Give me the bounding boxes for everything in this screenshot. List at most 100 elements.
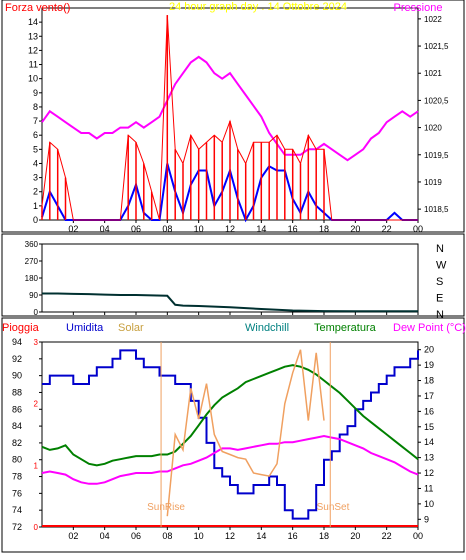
rain-tick-label: 2 [34, 400, 39, 409]
humidity-tick-label: 92 [12, 354, 22, 364]
wind-tick-label: 4 [33, 158, 38, 168]
legend-rain: Pioggia [2, 322, 40, 334]
x-tick-label: 18 [319, 531, 329, 541]
humidity-tick-label: 84 [12, 421, 22, 431]
pressure-tick-label: 1022 [424, 15, 442, 24]
series-wind-direction [42, 292, 418, 313]
humidity-tick-label: 94 [12, 337, 22, 347]
pressure-tick-label: 1020,5 [424, 96, 449, 105]
wind-tick-label: 7 [33, 116, 38, 126]
pressure-tick-label: 1019,5 [424, 151, 449, 160]
wind-tick-label: 8 [33, 102, 38, 112]
wind-tick-label: 11 [29, 60, 38, 70]
legend-temperature: Temperatura [314, 322, 377, 334]
humidity-tick-label: 72 [12, 522, 22, 532]
sunrise-annotation: SunRise [147, 502, 185, 513]
pressure-tick-label: 1019 [424, 178, 442, 187]
x-tick-label: 04 [100, 224, 110, 234]
sunset-annotation: SunSet [317, 502, 350, 513]
wind-tick-label: 1 [33, 201, 38, 211]
series-temperature [41, 364, 419, 467]
x-tick-label: 02 [68, 531, 78, 541]
direction-tick-label: 90 [29, 291, 38, 300]
pressure-axis-label: Pressione [394, 2, 443, 14]
x-tick-label: 22 [382, 224, 392, 234]
direction-panel-frame [1, 233, 465, 317]
series-solar [166, 349, 325, 517]
series-layer [41, 15, 419, 527]
temperature-tick-label: 20 [424, 345, 434, 355]
humidity-tick-label: 82 [12, 438, 22, 448]
wind-tick-label: 0 [33, 215, 38, 225]
temperature-tick-label: 10 [424, 499, 434, 509]
temperature-tick-label: 14 [424, 437, 434, 447]
humidity-tick-label: 76 [12, 488, 22, 498]
x-tick-label: 08 [162, 531, 172, 541]
x-tick-label: 00 [413, 531, 423, 541]
humidity-tick-label: 74 [12, 505, 22, 515]
temperature-tick-label: 11 [424, 483, 433, 493]
pressure-tick-label: 1021 [424, 69, 442, 78]
compass-label: N [436, 243, 444, 255]
x-tick-label: 10 [194, 224, 204, 234]
x-tick-label: 12 [225, 224, 235, 234]
direction-tick-label: 270 [25, 257, 39, 266]
wind-axis-label: Forza vento() [5, 2, 70, 14]
rain-tick-label: 0 [34, 523, 39, 532]
compass-label: E [436, 293, 443, 305]
compass-label: N [436, 309, 444, 321]
x-tick-label: 16 [288, 531, 298, 541]
humidity-tick-label: 78 [12, 472, 22, 482]
humidity-tick-label: 88 [12, 387, 22, 397]
x-tick-label: 22 [382, 531, 392, 541]
series-wind [41, 15, 418, 221]
compass-label: S [436, 276, 443, 288]
humidity-tick-label: 80 [12, 455, 22, 465]
x-tick-label: 14 [256, 224, 266, 234]
pressure-tick-label: 1020 [424, 124, 442, 133]
top-panel-frame [1, 0, 465, 233]
direction-plot-area [41, 243, 419, 313]
temperature-tick-label: 16 [424, 406, 434, 416]
temperature-tick-label: 9 [424, 514, 429, 524]
pressure-tick-label: 1018,5 [424, 205, 449, 214]
wind-tick-label: 14 [28, 17, 38, 27]
wind-tick-label: 10 [28, 74, 38, 84]
series-dewpoint [41, 434, 419, 485]
x-tick-label: 20 [350, 224, 360, 234]
x-tick-label: 18 [319, 224, 329, 234]
direction-tick-label: 180 [25, 274, 39, 283]
legend-windchill: Windchill [245, 322, 289, 334]
series-humidity [42, 349, 419, 520]
compass-label: W [436, 260, 447, 272]
rain-tick-label: 3 [34, 338, 39, 347]
wind-tick-label: 2 [33, 187, 38, 197]
direction-tick-label: 360 [25, 240, 39, 249]
temperature-tick-label: 12 [424, 468, 434, 478]
temperature-tick-label: 19 [424, 360, 434, 370]
temperature-tick-label: 17 [424, 391, 434, 401]
wind-tick-label: 6 [33, 130, 38, 140]
x-tick-label: 06 [131, 531, 141, 541]
x-tick-label: 14 [256, 531, 266, 541]
x-tick-label: 00 [413, 224, 423, 234]
temperature-tick-label: 18 [424, 376, 434, 386]
bottom-panel-frame [1, 317, 465, 553]
humidity-tick-label: 86 [12, 404, 22, 414]
rain-tick-label: 1 [34, 461, 39, 470]
humidity-tick-label: 90 [12, 371, 22, 381]
wind-tick-label: 13 [28, 31, 38, 41]
series-wind-bars [41, 15, 325, 220]
x-tick-label: 08 [162, 224, 172, 234]
x-tick-label: 02 [68, 224, 78, 234]
wind-tick-label: 5 [33, 144, 38, 154]
legend-humidity: Umidita [66, 322, 104, 334]
wind-tick-label: 12 [28, 45, 38, 55]
x-tick-label: 12 [225, 531, 235, 541]
x-tick-label: 16 [288, 224, 298, 234]
legend-solar: Solar [118, 322, 144, 334]
temperature-tick-label: 15 [424, 422, 434, 432]
